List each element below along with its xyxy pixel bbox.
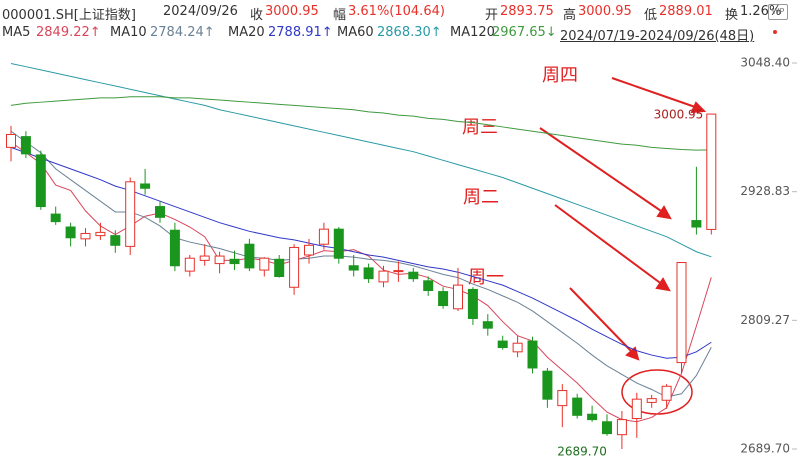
field-value: 1.26% — [740, 4, 782, 19]
candle-body — [691, 220, 702, 228]
candle-body — [616, 419, 627, 436]
ma-line — [10, 96, 712, 151]
field-label: 换 — [725, 8, 739, 23]
ma-line — [10, 141, 712, 423]
date-range[interactable]: 2024/07/19-2024/09/26(48日) — [560, 29, 755, 44]
y-tick-label: 2928.83 — [740, 184, 790, 198]
candle-body — [631, 398, 642, 420]
candle-body — [304, 244, 314, 256]
candle-body — [706, 113, 717, 230]
field-value: 3000.95 — [578, 4, 632, 19]
candle-body — [229, 258, 240, 265]
candle-body — [50, 213, 61, 223]
y-tick-label: 3048.40 — [740, 56, 790, 70]
value-label: 3000.95 — [654, 108, 704, 122]
field-value: 3000.95 — [265, 4, 319, 19]
candle-body — [661, 385, 672, 401]
field-label: 幅 — [333, 8, 347, 23]
candle-body — [274, 258, 285, 278]
candle-body — [527, 340, 538, 369]
candle-body — [378, 270, 389, 283]
symbol: 000001.SH[上证指数] — [2, 8, 136, 23]
candle-body — [65, 226, 76, 239]
annotation: 周一 — [468, 267, 504, 288]
legend-value: 2788.91↑ — [268, 25, 333, 40]
candle-body — [646, 398, 657, 403]
candle-body — [602, 421, 612, 435]
candle-body — [125, 181, 136, 247]
candle-body — [20, 136, 31, 155]
candle-body — [6, 133, 16, 148]
legend-value: 2849.22↑ — [36, 25, 101, 40]
date: 2024/09/26 — [163, 4, 238, 19]
candle-body — [497, 340, 508, 349]
candle-body — [467, 288, 478, 319]
arrows — [539, 77, 707, 361]
candle-body — [587, 413, 598, 421]
candle-body — [453, 284, 463, 310]
legend-name: MA5 — [2, 25, 31, 40]
candle-body — [542, 370, 553, 400]
candle-body — [199, 255, 210, 261]
candle-body — [214, 255, 225, 265]
candle-body — [348, 265, 359, 271]
candle-body — [95, 231, 106, 237]
legend-value: 2868.30↑ — [377, 25, 442, 40]
candle-body — [423, 280, 434, 291]
legend-name: MA120 — [450, 25, 495, 40]
field-label: 高 — [563, 8, 577, 23]
annotation: 周三 — [462, 117, 498, 138]
candle-body — [438, 291, 449, 307]
annotations: 周四 周三 周二 周一 — [462, 65, 578, 288]
ma-line — [10, 62, 712, 258]
candle-body — [289, 246, 300, 288]
ma-line — [10, 130, 712, 398]
candle-body — [676, 262, 687, 364]
field-value: 2893.75 — [500, 4, 554, 19]
y-tick-label: 2809.27 — [740, 313, 790, 327]
icon[interactable]: WP — [768, 4, 788, 20]
candle-body — [155, 206, 165, 218]
candle-body — [512, 342, 523, 353]
value-label: 2689.70 — [557, 444, 607, 458]
candle-body — [482, 321, 493, 329]
legend-value: 2784.24↑ — [150, 25, 215, 40]
candle-body — [318, 228, 329, 245]
candle-body — [140, 183, 151, 189]
field-value: 3.61%(104.64) — [348, 4, 445, 19]
candle-body — [110, 235, 121, 246]
field-value: 2889.01 — [659, 4, 713, 19]
field-label: 收 — [250, 8, 264, 23]
candle-body — [80, 232, 91, 240]
candle-body — [408, 271, 419, 280]
y-tick-label: 2689.70 — [740, 441, 790, 455]
candle-body — [363, 267, 374, 280]
candle-body — [244, 243, 255, 269]
field-label: 低 — [644, 8, 658, 23]
candle-body — [169, 229, 180, 267]
field-label: 开 — [485, 8, 499, 23]
candle-body — [557, 390, 568, 407]
legend-value: 2967.65↓ — [492, 25, 557, 40]
candle-body — [184, 257, 195, 272]
annotation: 周四 — [542, 65, 578, 86]
candle-body — [333, 228, 344, 259]
candle-body — [259, 257, 270, 271]
legend-name: MA60 — [337, 25, 374, 40]
dot — [773, 30, 777, 34]
legend-name: MA20 — [228, 25, 265, 40]
annotation: 周二 — [463, 187, 499, 208]
candle-body — [572, 397, 583, 416]
candle-body — [35, 154, 46, 208]
legend-name: MA10 — [110, 25, 147, 40]
candle-body — [393, 270, 404, 273]
